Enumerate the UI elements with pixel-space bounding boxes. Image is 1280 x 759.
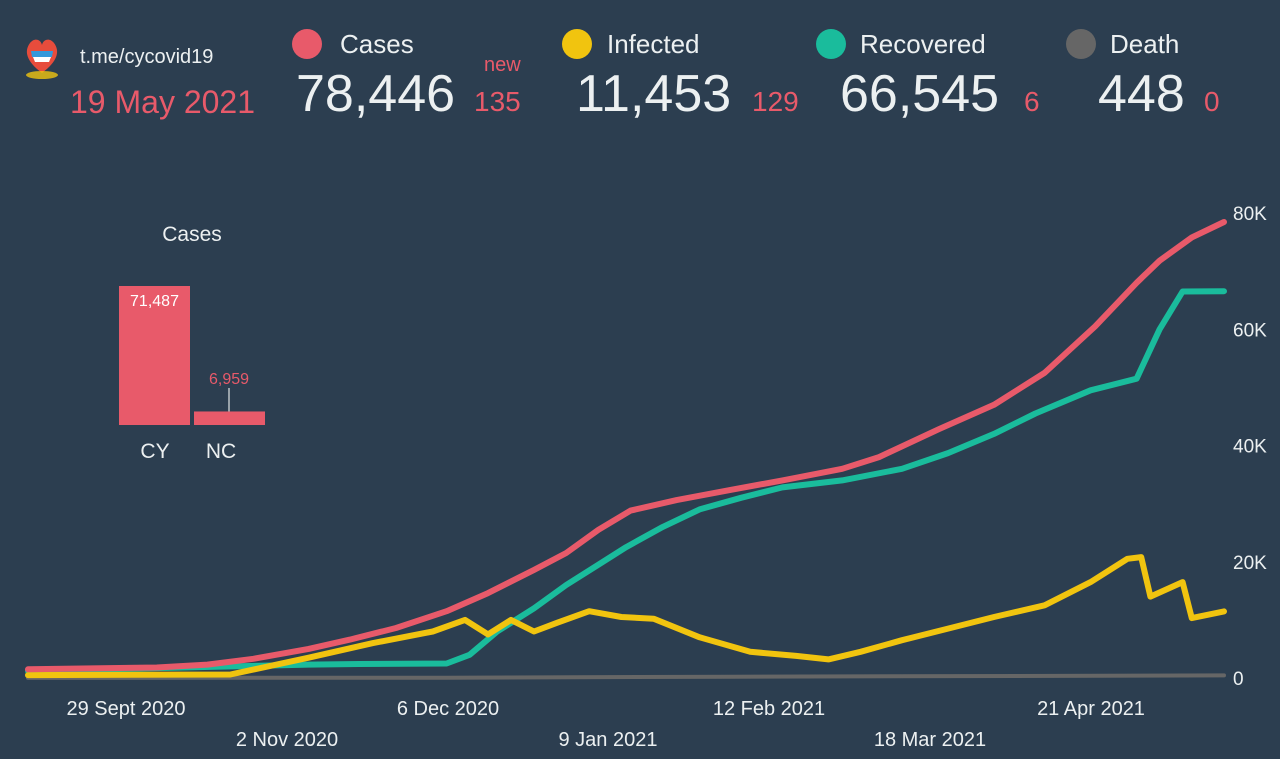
- bar-nc-value-label: 6,959: [209, 371, 249, 388]
- bar-nc-category: NC: [206, 440, 236, 463]
- cases-new: 135: [474, 86, 521, 117]
- cases-label: Cases: [340, 29, 414, 59]
- recovered-label: Recovered: [860, 29, 986, 59]
- recovered-total: 66,545: [840, 65, 1000, 123]
- x-axis-ticks: 29 Sept 2020 2 Nov 2020 6 Dec 2020 9 Jan 20…: [67, 698, 1145, 751]
- x-tick-label: 12 Feb 2021: [713, 698, 825, 720]
- y-axis-ticks: 0 20K 40K 60K 80K: [1233, 204, 1267, 690]
- series-line-death: [26, 673, 1226, 680]
- series-line-cases: [25, 219, 1227, 673]
- y-tick-label: 20K: [1233, 553, 1267, 574]
- y-tick-label: 0: [1233, 669, 1244, 690]
- report-date: 19 May 2021: [70, 84, 256, 120]
- channel-link[interactable]: t.me/cycovid19: [80, 46, 214, 68]
- bar-cy: [119, 286, 190, 425]
- x-tick-label: 29 Sept 2020: [67, 698, 186, 720]
- bar-chart: Cases 71,487 6,959 CY NC: [119, 223, 265, 463]
- line-series: [25, 219, 1227, 680]
- death-total: 448: [1098, 65, 1185, 123]
- recovered-new: 6: [1024, 86, 1040, 117]
- bar-cy-category: CY: [140, 440, 169, 463]
- y-tick-label: 80K: [1233, 204, 1267, 225]
- series-line-infected: [25, 554, 1227, 679]
- x-tick-label: 6 Dec 2020: [397, 698, 499, 720]
- infected-new: 129: [752, 86, 799, 117]
- recovered-legend-dot: [816, 29, 846, 59]
- bar-cy-value-label: 71,487: [130, 293, 179, 310]
- death-new: 0: [1204, 86, 1220, 117]
- series-line-recovered: [25, 288, 1227, 674]
- y-tick-label: 40K: [1233, 437, 1267, 458]
- heart-icon: [26, 39, 58, 79]
- cyprus-logo: [22, 33, 62, 81]
- x-tick-label: 21 Apr 2021: [1037, 698, 1145, 720]
- x-tick-label: 2 Nov 2020: [236, 729, 338, 751]
- cases-legend-dot: [292, 29, 322, 59]
- death-label: Death: [1110, 29, 1180, 59]
- x-tick-label: 18 Mar 2021: [874, 729, 986, 751]
- cases-total: 78,446: [296, 65, 456, 123]
- new-label: new: [484, 54, 521, 76]
- bar-nc: [194, 411, 265, 425]
- infected-total: 11,453: [576, 65, 732, 123]
- death-legend-dot: [1066, 29, 1096, 59]
- bar-chart-title: Cases: [162, 223, 222, 246]
- infected-legend-dot: [562, 29, 592, 59]
- x-tick-label: 9 Jan 2021: [559, 729, 658, 751]
- y-tick-label: 60K: [1233, 320, 1267, 341]
- infected-label: Infected: [607, 29, 700, 59]
